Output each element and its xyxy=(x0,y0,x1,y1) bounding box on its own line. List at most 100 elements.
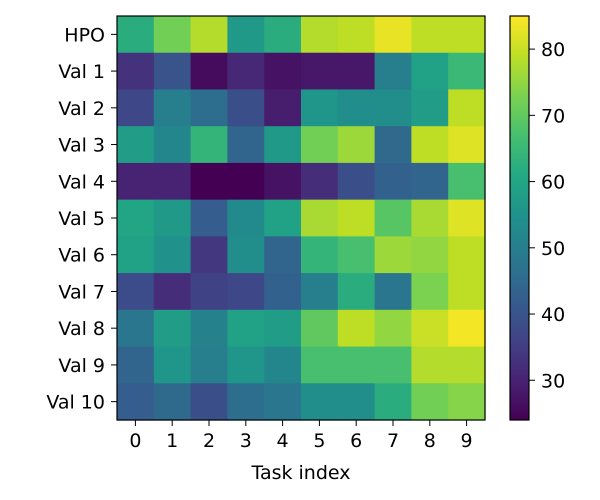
heatmap-cell-r4-c1 xyxy=(153,162,192,201)
x-tick-label: 1 xyxy=(166,430,178,452)
x-axis-label: Task index xyxy=(250,462,350,484)
heatmap-cell-r6-c2 xyxy=(190,236,228,274)
heatmap-cell-r9-c4 xyxy=(264,346,302,384)
y-tick-label: Val 7 xyxy=(58,281,105,303)
heatmap-cell-r10-c3 xyxy=(227,383,265,421)
heatmap-cell-r6-c1 xyxy=(153,236,192,274)
x-tick-label: 4 xyxy=(277,430,289,452)
heatmap-cell-r2-c2 xyxy=(190,89,228,127)
heatmap-cell-r5-c6 xyxy=(337,199,376,237)
heatmap-cell-r4-c4 xyxy=(264,162,302,201)
heatmap-cell-r4-c5 xyxy=(301,162,339,201)
heatmap-cell-r2-c8 xyxy=(411,89,449,127)
heatmap-cell-r3-c4 xyxy=(264,126,302,164)
x-axis: 0 1 2 3 4 5 6 7 8 9 xyxy=(129,420,473,452)
heatmap-cell-r0-c8 xyxy=(411,16,449,54)
heatmap-cell-r7-c5 xyxy=(301,273,339,311)
heatmap-cell-r1-c8 xyxy=(411,52,449,91)
heatmap-cell-r1-c0 xyxy=(117,52,155,91)
colorbar-ticks: 30 40 50 60 70 80 xyxy=(529,39,565,392)
heatmap-cell-r3-c8 xyxy=(411,126,449,164)
heatmap-cell-r2-c7 xyxy=(374,89,412,127)
heatmap-cell-r0-c2 xyxy=(190,16,228,54)
heatmap-cell-r3-c0 xyxy=(117,126,155,164)
heatmap-cell-r8-c8 xyxy=(411,309,449,348)
heatmap-cell-r7-c8 xyxy=(411,273,449,311)
y-tick-label: Val 5 xyxy=(58,208,105,230)
heatmap-cell-r10-c6 xyxy=(337,383,376,421)
heatmap-cell-r8-c4 xyxy=(264,309,302,348)
heatmap-cell-r1-c2 xyxy=(190,52,228,91)
x-tick-label: 8 xyxy=(424,430,436,452)
heatmap-cell-r7-c3 xyxy=(227,273,265,311)
heatmap-cell-r1-c3 xyxy=(227,52,265,91)
heatmap-cell-r5-c5 xyxy=(301,199,339,237)
heatmap-cell-r1-c5 xyxy=(301,52,339,91)
colorbar-tick-label: 30 xyxy=(541,370,565,392)
heatmap-cell-r1-c1 xyxy=(153,52,192,91)
y-tick-label: Val 4 xyxy=(58,171,105,193)
heatmap-cell-r9-c8 xyxy=(411,346,449,384)
heatmap-cell-r9-c6 xyxy=(337,346,376,384)
heatmap-cell-r10-c7 xyxy=(374,383,412,421)
heatmap-cell-r8-c3 xyxy=(227,309,265,348)
heatmap-cell-r7-c1 xyxy=(153,273,192,311)
heatmap-cell-r8-c0 xyxy=(117,309,155,348)
heatmap-cell-r0-c1 xyxy=(153,16,192,54)
colorbar-tick-label: 60 xyxy=(541,172,565,194)
heatmap-cell-r5-c7 xyxy=(374,199,412,237)
x-tick-label: 2 xyxy=(203,430,215,452)
heatmap-cell-r10-c2 xyxy=(190,383,228,421)
heatmap-cell-r2-c9 xyxy=(448,89,486,127)
heatmap-cell-r9-c2 xyxy=(190,346,228,384)
heatmap-cell-r9-c1 xyxy=(153,346,192,384)
heatmap-cell-r6-c7 xyxy=(374,236,412,274)
heatmap-cell-r6-c6 xyxy=(337,236,376,274)
x-tick-label: 6 xyxy=(350,430,362,452)
heatmap-cell-r10-c1 xyxy=(153,383,192,421)
heatmap-cell-r3-c1 xyxy=(153,126,192,164)
heatmap-cell-r9-c3 xyxy=(227,346,265,384)
x-tick-label: 9 xyxy=(461,430,473,452)
heatmap-cell-r7-c0 xyxy=(117,273,155,311)
heatmap-cell-r0-c6 xyxy=(337,16,376,54)
heatmap-cell-r5-c3 xyxy=(227,199,265,237)
heatmap-cell-r8-c2 xyxy=(190,309,228,348)
heatmap-cell-r0-c0 xyxy=(117,16,155,54)
heatmap-cell-r5-c1 xyxy=(153,199,192,237)
x-tick-label: 0 xyxy=(129,430,141,452)
heatmap-cell-r8-c6 xyxy=(337,309,376,348)
heatmap-cell-r10-c0 xyxy=(117,383,155,421)
heatmap-cell-r2-c1 xyxy=(153,89,192,127)
y-axis: HPO Val 1 Val 2 Val 3 Val 4 Val 5 Val 6 Val 7 Va… xyxy=(46,24,117,414)
heatmap-cells xyxy=(117,16,486,421)
heatmap-cell-r4-c6 xyxy=(337,162,376,201)
heatmap-cell-r5-c4 xyxy=(264,199,302,237)
heatmap-cell-r6-c8 xyxy=(411,236,449,274)
heatmap-cell-r9-c9 xyxy=(448,346,486,384)
heatmap-cell-r10-c4 xyxy=(264,383,302,421)
heatmap-cell-r4-c2 xyxy=(190,162,228,201)
y-tick-label: Val 1 xyxy=(58,61,105,83)
heatmap-cell-r0-c3 xyxy=(227,16,265,54)
heatmap-cell-r4-c3 xyxy=(227,162,265,201)
colorbar-tick-label: 70 xyxy=(541,105,565,127)
heatmap-cell-r0-c5 xyxy=(301,16,339,54)
y-tick-label: Val 9 xyxy=(58,355,105,377)
heatmap-cell-r7-c2 xyxy=(190,273,228,311)
heatmap-cell-r5-c0 xyxy=(117,199,155,237)
heatmap-cell-r2-c3 xyxy=(227,89,265,127)
heatmap-cell-r6-c4 xyxy=(264,236,302,274)
x-tick-label: 7 xyxy=(387,430,399,452)
heatmap-cell-r9-c0 xyxy=(117,346,155,384)
y-tick-label: Val 2 xyxy=(58,98,105,120)
heatmap-cell-r1-c7 xyxy=(374,52,412,91)
heatmap-cell-r4-c9 xyxy=(448,162,486,201)
heatmap-cell-r3-c9 xyxy=(448,126,486,164)
x-tick-label: 5 xyxy=(313,430,325,452)
heatmap-cell-r7-c7 xyxy=(374,273,412,311)
heatmap-cell-r3-c3 xyxy=(227,126,265,164)
heatmap-cell-r5-c8 xyxy=(411,199,449,237)
heatmap-cell-r7-c9 xyxy=(448,273,486,311)
